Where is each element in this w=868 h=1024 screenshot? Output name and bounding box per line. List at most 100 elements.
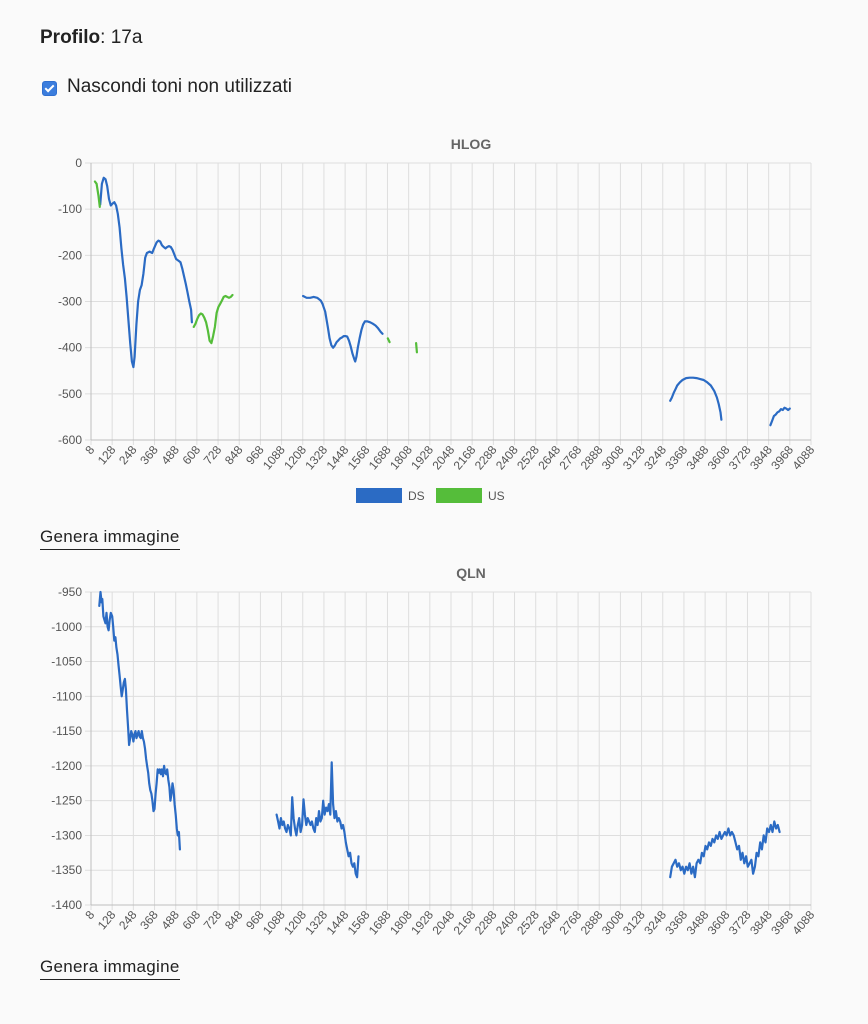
y-tick-label: 0 <box>75 156 82 170</box>
x-tick-label: 3008 <box>599 443 627 473</box>
series-line <box>415 342 418 354</box>
x-tick-label: 1928 <box>408 908 436 938</box>
profile-separator: : <box>100 27 106 48</box>
x-tick-label: 3608 <box>705 443 733 473</box>
x-tick-label: 848 <box>222 443 246 468</box>
x-tick-label: 2168 <box>451 443 479 473</box>
x-tick-label: 3368 <box>662 908 690 938</box>
y-tick-label: -600 <box>58 433 82 447</box>
x-tick-label: 1928 <box>408 443 436 473</box>
x-tick-label: 368 <box>137 443 161 468</box>
x-tick-label: 2888 <box>578 908 606 938</box>
x-tick-label: 1688 <box>366 908 394 938</box>
series-line <box>386 337 391 344</box>
legend: DS US <box>356 488 505 503</box>
x-tick-label: 2048 <box>429 908 457 938</box>
grid: 8128248368488608728848968108812081328144… <box>51 585 817 937</box>
x-tick-label: 3728 <box>726 443 754 473</box>
x-tick-label: 248 <box>116 443 140 468</box>
y-tick-label: -1200 <box>51 759 82 773</box>
series-us <box>93 180 418 354</box>
x-tick-label: 3848 <box>747 443 775 473</box>
x-tick-label: 1568 <box>345 443 373 473</box>
x-tick-label: 8 <box>82 908 97 922</box>
x-tick-label: 1088 <box>260 443 288 473</box>
generate-image-button-hlog[interactable]: Genera immagine <box>40 527 180 550</box>
x-tick-label: 1688 <box>366 443 394 473</box>
x-tick-label: 3968 <box>768 443 796 473</box>
generate-image-button-qln[interactable]: Genera immagine <box>40 957 180 980</box>
x-tick-label: 128 <box>95 443 119 468</box>
x-tick-label: 3848 <box>747 908 775 938</box>
x-tick-label: 848 <box>222 908 246 933</box>
y-tick-label: -1250 <box>51 794 82 808</box>
series-line <box>275 761 360 879</box>
y-tick-label: -200 <box>58 248 82 262</box>
x-tick-label: 608 <box>180 908 204 933</box>
x-tick-label: 1448 <box>324 443 352 473</box>
legend-label: DS <box>408 489 425 503</box>
x-tick-label: 488 <box>158 443 182 468</box>
x-tick-label: 3728 <box>726 908 754 938</box>
y-tick-label: -1350 <box>51 863 82 877</box>
legend-swatch <box>436 488 482 503</box>
x-tick-label: 608 <box>180 443 204 468</box>
x-tick-label: 1448 <box>324 908 352 938</box>
hide-unused-tones-checkbox[interactable] <box>42 81 57 96</box>
x-tick-label: 248 <box>116 908 140 933</box>
x-tick-label: 4088 <box>789 443 817 473</box>
x-tick-label: 1808 <box>387 908 415 938</box>
x-tick-label: 1808 <box>387 443 415 473</box>
y-tick-label: -1100 <box>52 689 82 703</box>
x-tick-label: 2648 <box>535 908 563 938</box>
y-tick-label: -400 <box>58 341 82 355</box>
series-line <box>302 294 384 363</box>
x-tick-label: 1208 <box>281 908 309 938</box>
profile-value: 17a <box>110 27 143 48</box>
x-tick-label: 2768 <box>556 443 584 473</box>
x-tick-label: 2888 <box>578 443 606 473</box>
x-tick-label: 1208 <box>281 443 309 473</box>
y-tick-label: -1300 <box>51 828 82 842</box>
x-tick-label: 3128 <box>620 443 648 473</box>
x-tick-label: 3968 <box>768 908 796 938</box>
x-tick-label: 3608 <box>705 908 733 938</box>
x-tick-label: 3248 <box>641 908 669 938</box>
x-tick-label: 4088 <box>789 908 817 938</box>
chart-title: HLOG <box>451 136 492 152</box>
series-line <box>99 176 193 369</box>
chart-title: QLN <box>456 565 486 581</box>
series-0 <box>98 590 781 879</box>
x-tick-label: 2768 <box>556 908 584 938</box>
x-tick-label: 488 <box>158 908 182 933</box>
x-tick-label: 2408 <box>493 908 521 938</box>
x-tick-label: 2648 <box>535 443 563 473</box>
x-tick-label: 368 <box>137 908 161 933</box>
x-tick-label: 3488 <box>684 908 712 938</box>
hide-unused-tones-row[interactable]: Nascondi toni non utilizzati <box>40 76 292 98</box>
x-tick-label: 2408 <box>493 443 521 473</box>
series-line <box>93 180 101 208</box>
x-tick-label: 1568 <box>345 908 373 938</box>
hide-unused-tones-label: Nascondi toni non utilizzati <box>67 76 292 97</box>
y-tick-label: -950 <box>58 585 82 599</box>
x-tick-label: 3008 <box>599 908 627 938</box>
x-tick-label: 2168 <box>451 908 479 938</box>
x-tick-label: 2048 <box>429 443 457 473</box>
y-tick-label: -1150 <box>52 724 82 738</box>
hlog-chart: HLOG812824836848860872884896810881208132… <box>58 136 818 503</box>
profile-line: Profilo: 17a <box>40 27 142 49</box>
x-tick-label: 8 <box>82 443 97 457</box>
series-line <box>769 406 791 427</box>
series-ds <box>99 176 791 427</box>
x-tick-label: 728 <box>201 908 225 933</box>
x-tick-label: 3488 <box>684 443 712 473</box>
series-line <box>669 820 781 879</box>
legend-label: US <box>488 489 505 503</box>
y-tick-label: -500 <box>58 387 82 401</box>
x-tick-label: 3248 <box>641 443 669 473</box>
x-tick-label: 1088 <box>260 908 288 938</box>
x-tick-label: 3128 <box>620 908 648 938</box>
x-tick-label: 1328 <box>302 908 330 938</box>
series-line <box>669 376 723 421</box>
